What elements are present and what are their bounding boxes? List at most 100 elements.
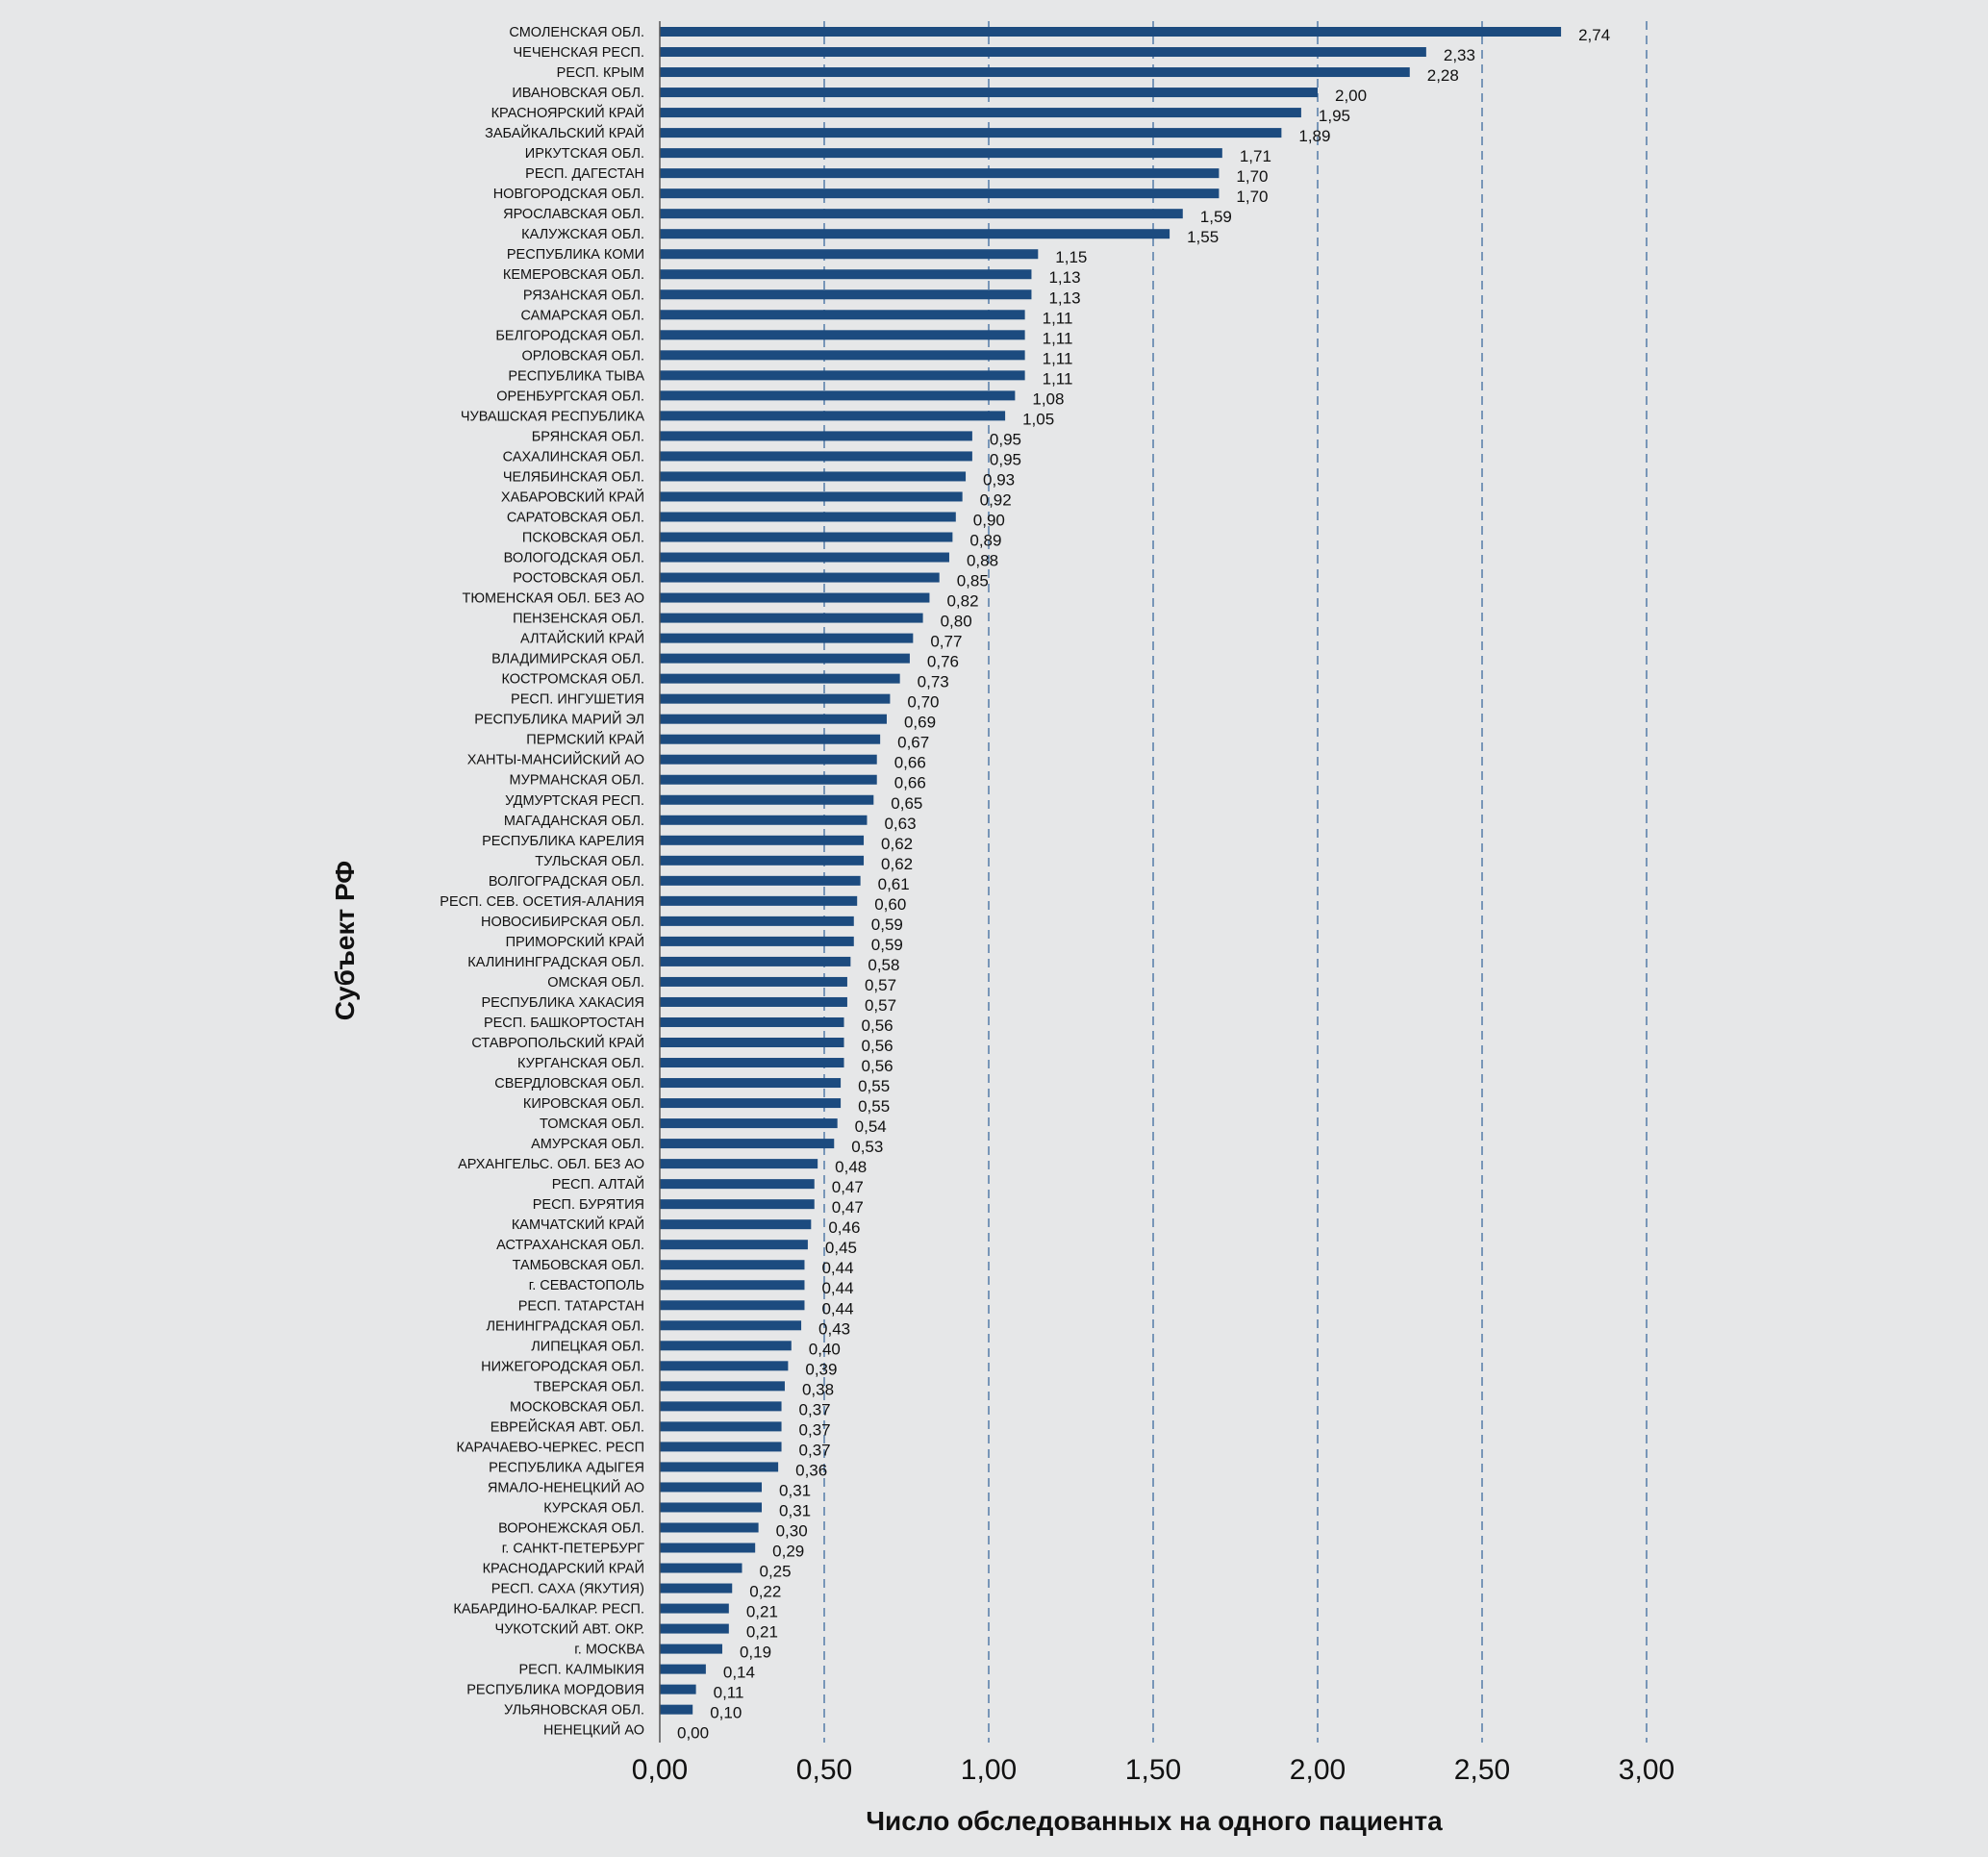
category-label: РЕСП. СЕВ. ОСЕТИЯ-АЛАНИЯ [440,894,644,910]
data-label: 1,89 [1298,127,1330,145]
bar [660,1159,818,1169]
category-label: УЛЬЯНОВСКАЯ ОБЛ. [504,1703,644,1719]
category-label: РЕСП. АЛТАЙ [552,1175,644,1192]
bar [660,976,847,987]
category-label: ВОРОНЕЖСКАЯ ОБЛ. [498,1520,644,1536]
category-label: МУРМАНСКАЯ ОБЛ. [510,773,644,789]
data-label: 0,76 [927,653,959,671]
bar [660,229,1170,239]
bar [660,1664,706,1674]
data-label: 0,85 [957,572,989,590]
data-label: 1,13 [1048,268,1080,287]
category-label: АРХАНГЕЛЬС. ОБЛ. БЕЗ АО [458,1157,644,1172]
bar [660,875,861,886]
category-label: НИЖЕГОРОДСКАЯ ОБЛ. [481,1359,644,1374]
bar [660,1502,763,1513]
bar [660,1260,805,1270]
category-label: УДМУРТСКАЯ РЕСП. [505,793,644,809]
bar [660,1421,782,1432]
gridlines [823,21,1648,1743]
data-label: 0,39 [805,1360,837,1378]
data-label: 0,77 [930,633,962,651]
category-label: РЕСП. ИНГУШЕТИЯ [511,692,644,708]
bar [660,916,854,926]
bar [660,27,1562,37]
data-label: 1,11 [1043,369,1073,388]
x-tick-label: 1,50 [1125,1754,1181,1786]
data-label: 0,57 [865,976,896,994]
data-label: 0,21 [746,1603,778,1621]
bar [660,653,910,664]
category-label: КАРАЧАЕВО-ЧЕРКЕС. РЕСП [456,1440,644,1455]
category-label: НОВОСИБИРСКАЯ ОБЛ. [481,915,644,930]
x-axis-ticks: 0,00 0,50 1,00 1,50 2,00 2,50 3,00 [632,1754,1674,1786]
category-label: ОМСКАЯ ОБЛ. [547,975,644,991]
category-label: СВЕРДЛОВСКАЯ ОБЛ. [494,1076,644,1092]
x-tick-label: 2,50 [1454,1754,1510,1786]
category-label: КЕМЕРОВСКАЯ ОБЛ. [503,267,644,283]
bar [660,1603,729,1614]
category-label: КАБАРДИНО-БАЛКАР. РЕСП. [453,1602,644,1618]
bar [660,88,1318,98]
data-label: 0,82 [946,592,978,611]
bar [660,1361,789,1371]
value-labels: 2,742,332,282,001,951,891,711,701,701,59… [677,26,1610,1743]
bar [660,734,881,744]
category-label: ТУЛЬСКАЯ ОБЛ. [535,854,644,869]
category-label: ПЕНЗЕНСКАЯ ОБЛ. [513,612,644,627]
bar [660,1381,785,1392]
bar [660,532,953,542]
data-label: 0,55 [858,1097,890,1116]
data-label: 0,61 [878,875,910,893]
data-label: 0,47 [832,1178,864,1196]
data-label: 0,56 [862,1016,893,1035]
category-label: РЕСПУБЛИКА КАРЕЛИЯ [482,834,644,849]
bar [660,209,1183,219]
category-labels: СМОЛЕНСКАЯ ОБЛ. ЧЕЧЕНСКАЯ РЕСП. РЕСП. КРЫМ… [440,25,644,1739]
data-label: 0,43 [818,1319,850,1338]
x-tick-label: 2,00 [1290,1754,1346,1786]
data-label: 0,95 [990,430,1021,448]
category-label: РЕСПУБЛИКА ТЫВА [508,368,644,384]
category-label: г. СЕВАСТОПОЛЬ [529,1278,644,1293]
data-label: 0,10 [710,1704,742,1722]
bar [660,552,949,563]
data-label: 1,71 [1240,147,1271,165]
category-label: ПЕРМСКИЙ КРАЙ [526,731,644,748]
category-label: НЕНЕЦКИЙ АО [543,1721,644,1739]
category-label: РЕСПУБЛИКА ХАКАСИЯ [481,995,644,1011]
bar [660,289,1032,300]
bar [660,491,963,502]
data-label: 0,47 [832,1198,864,1217]
category-label: ЧУКОТСКИЙ АВТ. ОКР. [495,1620,644,1638]
data-label: 0,65 [891,794,922,813]
bar [660,1341,792,1351]
data-label: 0,44 [821,1279,853,1297]
category-label: ЛЕНИНГРАДСКАЯ ОБЛ. [486,1318,644,1334]
data-label: 0,93 [983,470,1015,489]
x-tick-label: 1,00 [961,1754,1017,1786]
category-label: ЗАБАЙКАЛЬСКИЙ КРАЙ [485,124,644,141]
bar [660,370,1025,381]
bar [660,390,1016,401]
category-label: г. САНКТ-ПЕТЕРБУРГ [502,1542,644,1557]
data-label: 0,66 [894,754,926,772]
bar [660,794,874,805]
category-label: ЕВРЕЙСКАЯ АВТ. ОБЛ. [491,1418,644,1435]
bar [660,249,1039,260]
data-label: 1,95 [1319,107,1350,125]
category-label: ИРКУТСКАЯ ОБЛ. [525,146,644,162]
category-label: ХАНТЫ-МАНСИЙСКИЙ АО [467,751,644,768]
category-label: КУРГАНСКАЯ ОБЛ. [517,1056,644,1071]
data-label: 1,13 [1048,289,1080,307]
bar [660,128,1282,138]
category-label: ТЮМЕНСКАЯ ОБЛ. БЕЗ АО [463,591,644,607]
data-label: 0,37 [799,1420,831,1439]
category-label: СМОЛЕНСКАЯ ОБЛ. [509,25,644,40]
data-label: 0,46 [828,1218,860,1237]
category-label: ТВЕРСКАЯ ОБЛ. [534,1379,644,1394]
data-label: 0,30 [776,1521,808,1540]
bars [660,27,1562,1715]
category-label: РОСТОВСКАЯ ОБЛ. [513,571,644,587]
